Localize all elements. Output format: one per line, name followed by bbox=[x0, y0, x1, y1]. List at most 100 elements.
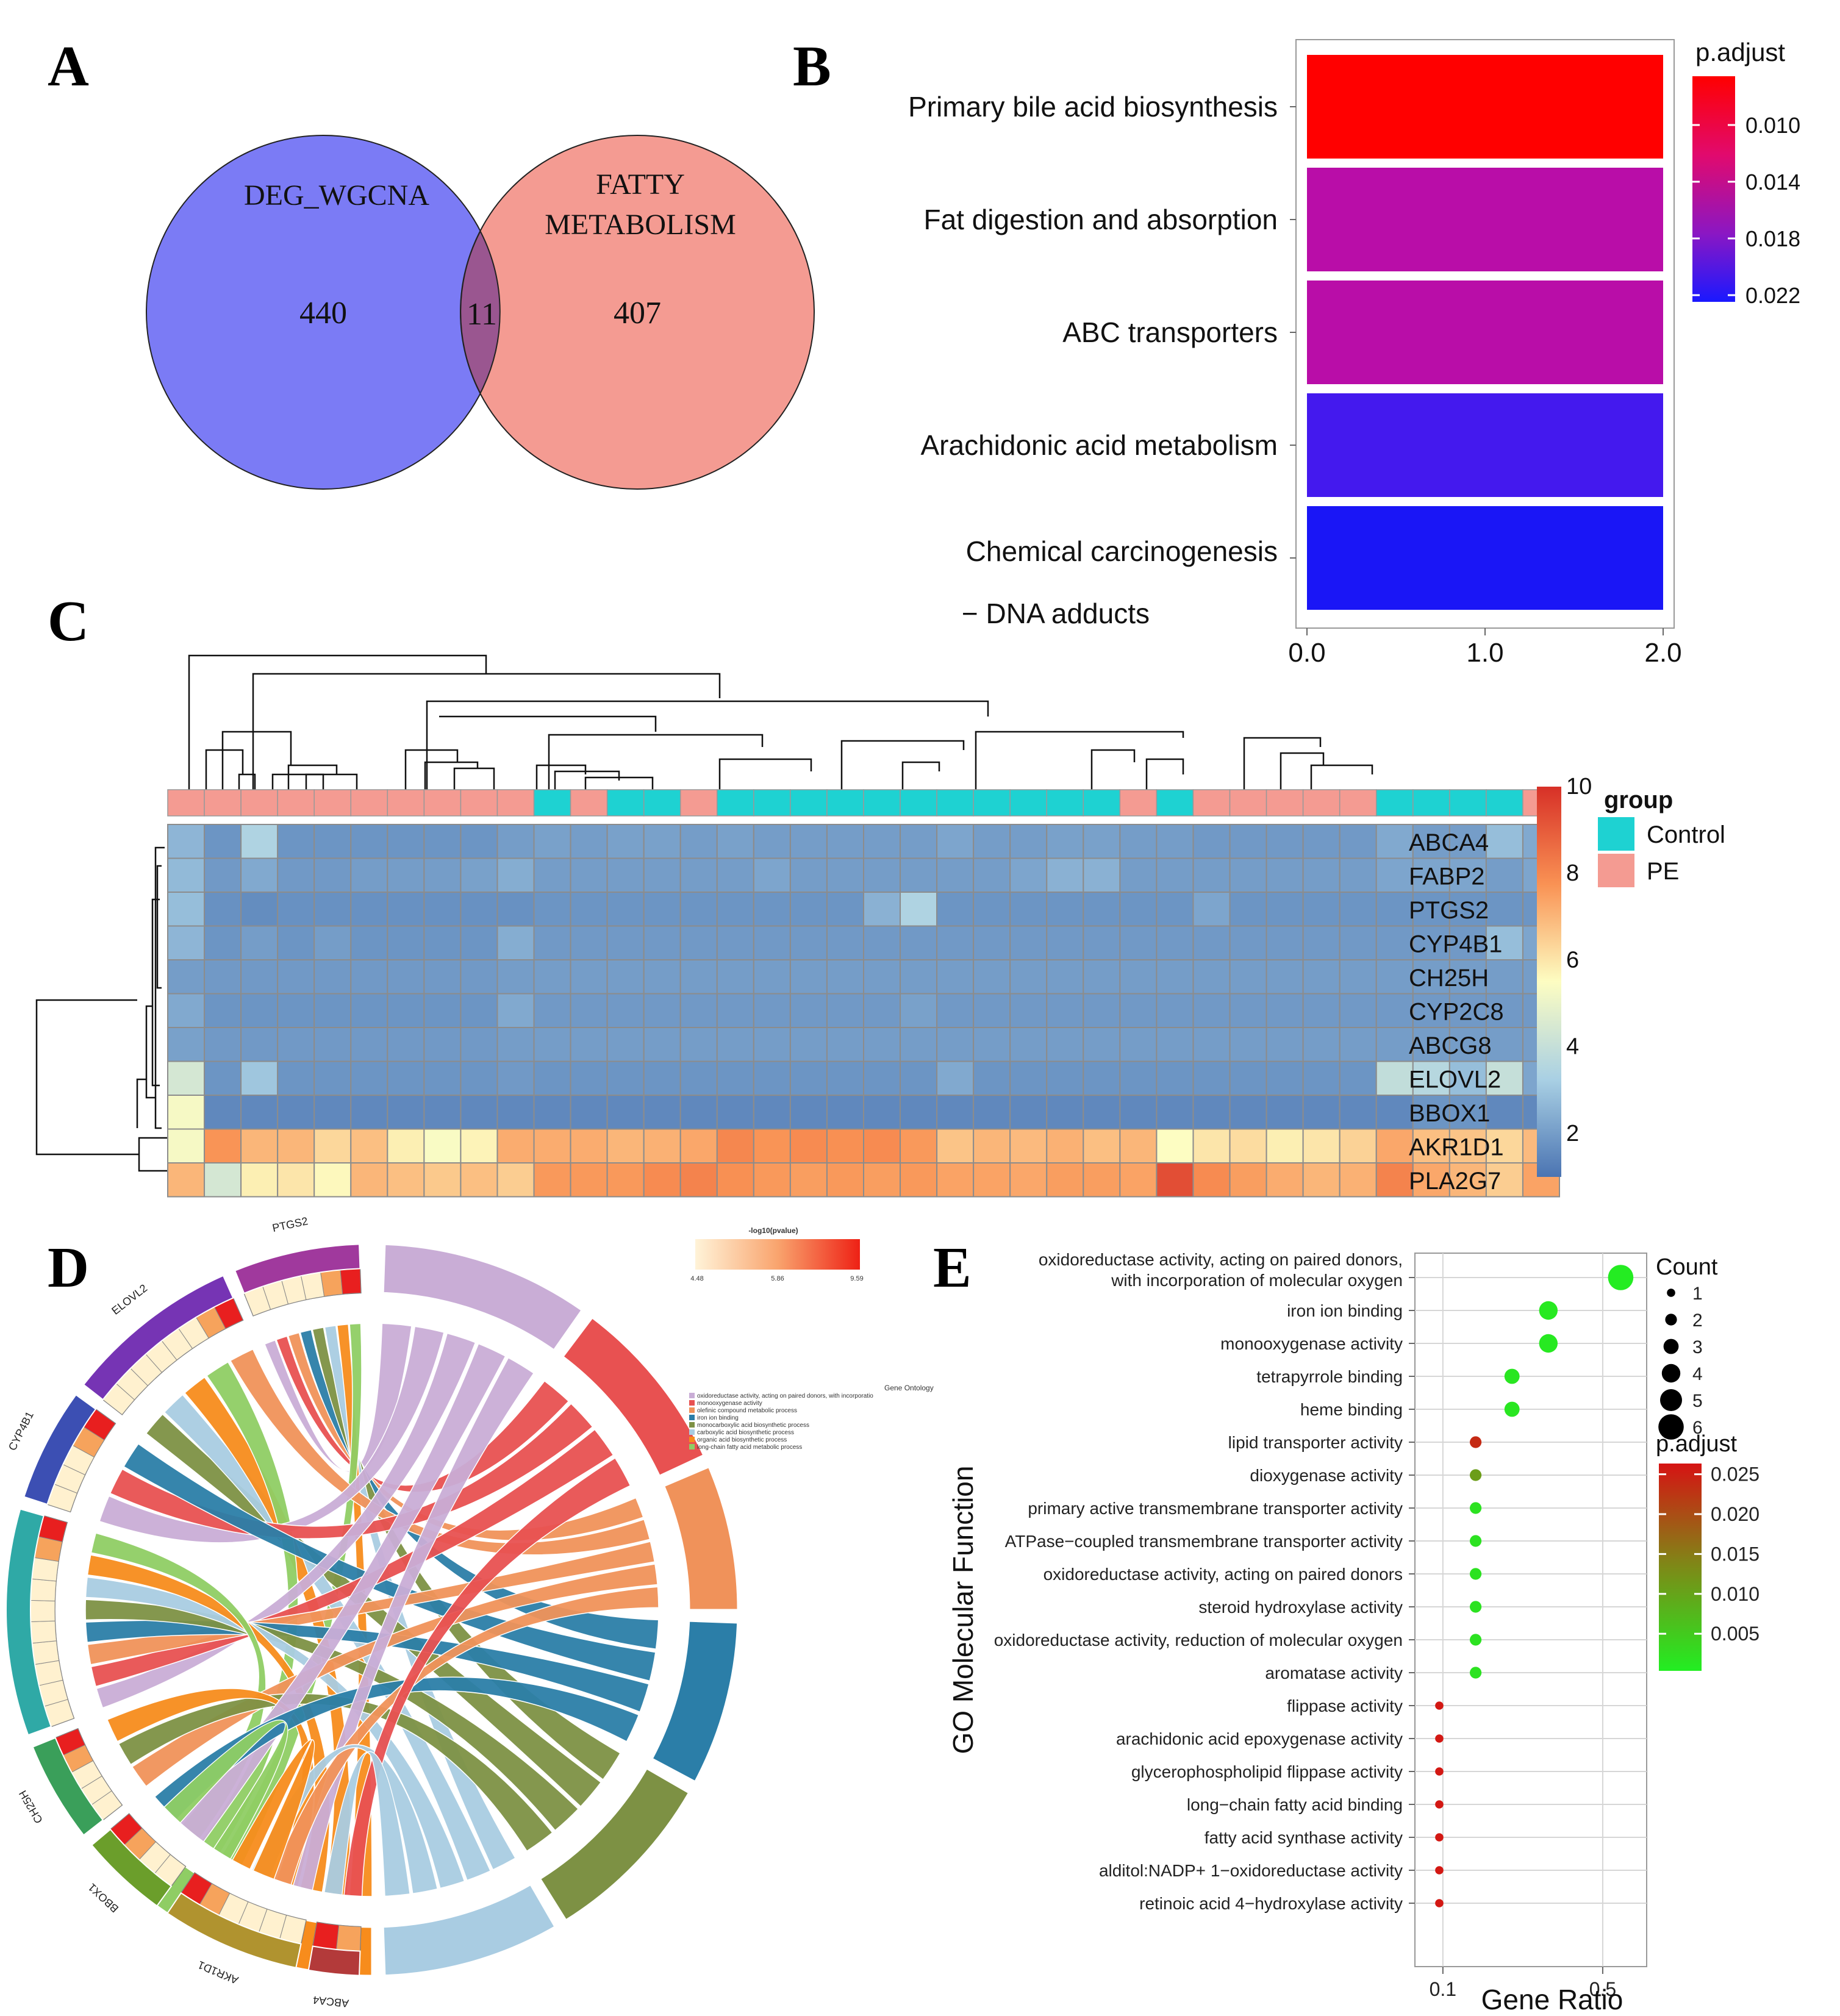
heatmap-cell bbox=[716, 857, 754, 893]
heatmap-cell bbox=[789, 857, 828, 893]
heatmap-cell bbox=[863, 1128, 901, 1163]
heatmap-cell bbox=[789, 959, 828, 995]
heatmap-cell bbox=[1156, 857, 1194, 893]
heatmap-cell bbox=[900, 1095, 938, 1130]
heatmap-cell bbox=[606, 824, 645, 859]
heatmap-cell bbox=[936, 959, 975, 995]
heatmap-cell bbox=[496, 857, 535, 893]
go-legend-swatch-3 bbox=[689, 1415, 695, 1420]
column-dendrogram bbox=[188, 654, 1373, 790]
legend-tick-label-1: 0.014 bbox=[1745, 170, 1800, 195]
count-legend-dot-5 bbox=[1660, 1389, 1682, 1411]
heatmap-cell bbox=[1485, 892, 1523, 927]
heatmap-cell bbox=[1083, 1027, 1121, 1062]
go-legend-swatch-4 bbox=[689, 1422, 695, 1428]
gene-pvalue-cell bbox=[320, 1269, 343, 1297]
heatmap-cell bbox=[1156, 1027, 1194, 1062]
go-legend-swatch-2 bbox=[689, 1407, 695, 1413]
heatmap-cell bbox=[643, 824, 681, 859]
heatmap-cell bbox=[350, 1095, 388, 1130]
heatmap-cell bbox=[387, 824, 425, 859]
venn-diagram: DEG_WGCNA FATTY METABOLISM 440 11 407 bbox=[146, 135, 815, 490]
group-legend-title: group bbox=[1604, 787, 1673, 813]
heatmap-cell bbox=[789, 993, 828, 1028]
heatmap-cell bbox=[936, 857, 975, 893]
group-annotation-cell bbox=[790, 789, 828, 817]
heatmap-cell bbox=[826, 1128, 865, 1163]
heatmap-cell bbox=[240, 993, 279, 1028]
group-annotation-cell bbox=[1009, 789, 1048, 817]
heatmap-cell bbox=[1083, 993, 1121, 1028]
heatmap-cell bbox=[1156, 925, 1194, 960]
heatmap-cell bbox=[789, 1095, 828, 1130]
heatmap-cell bbox=[277, 1027, 315, 1062]
heatmap-cell bbox=[1485, 925, 1523, 960]
heatmap-cell bbox=[643, 993, 681, 1028]
heatmap-cell bbox=[1083, 959, 1121, 995]
category-label-4: Chemical carcinogenesis bbox=[966, 535, 1278, 567]
heatmap-cell bbox=[204, 1060, 242, 1096]
gene-arc-cyp4b1 bbox=[23, 1393, 97, 1506]
heatmap-cell bbox=[716, 1027, 754, 1062]
group-annotation-cell bbox=[1192, 789, 1231, 817]
heatmap-cell bbox=[496, 1162, 535, 1198]
dot-0 bbox=[1608, 1265, 1634, 1290]
group-annotation-cell bbox=[1449, 789, 1487, 817]
heatmap-cell bbox=[753, 892, 791, 927]
count-legend-dot-1 bbox=[1667, 1289, 1675, 1297]
heatmap-cell bbox=[1412, 925, 1450, 960]
heatmap-cell bbox=[533, 824, 571, 859]
heatmap-cell bbox=[716, 1060, 754, 1096]
gene-label-elovl2: ELOVL2 bbox=[109, 1282, 149, 1317]
heatmap-cell bbox=[643, 1027, 681, 1062]
count-legend-dot-6 bbox=[1658, 1414, 1684, 1440]
group-annotation-cell bbox=[533, 789, 571, 817]
group-annotation-cell bbox=[753, 789, 791, 817]
heatmap-cell bbox=[1229, 892, 1267, 927]
panel-letter-d: D bbox=[48, 1236, 89, 1299]
heatmap-cell bbox=[570, 959, 608, 995]
heatmap-cell bbox=[387, 857, 425, 893]
scale-tick-label-6: 6 bbox=[1566, 947, 1579, 973]
dot-4 bbox=[1504, 1401, 1520, 1417]
chord-ribbon bbox=[343, 1457, 631, 1897]
heatmap-cell bbox=[313, 1060, 352, 1096]
heatmap-cell bbox=[679, 1095, 718, 1130]
heatmap-cell bbox=[570, 993, 608, 1028]
gene-pvalue-cell bbox=[312, 1921, 340, 1950]
heatmap-cell bbox=[533, 1095, 571, 1130]
heatmap-cell bbox=[277, 1060, 315, 1096]
heatmap-cell bbox=[496, 959, 535, 995]
x-tick-label-1: 1.0 bbox=[1466, 638, 1503, 668]
gene-label-elovl2: ELOVL2 bbox=[1409, 1066, 1501, 1093]
dot-10 bbox=[1469, 1601, 1482, 1613]
heatmap-cell bbox=[753, 1027, 791, 1062]
count-legend-dot-3 bbox=[1663, 1339, 1679, 1354]
heatmap-cell bbox=[1229, 1095, 1267, 1130]
heatmap-cell bbox=[313, 1128, 352, 1163]
group-annotation-cell bbox=[973, 789, 1011, 817]
term-label-11: oxidoreductase activity, reduction of mo… bbox=[994, 1631, 1403, 1650]
heatmap-cell bbox=[460, 892, 498, 927]
category-label-0: Primary bile acid biosynthesis bbox=[908, 91, 1278, 123]
heatmap-cell bbox=[533, 1162, 571, 1198]
heatmap-cell bbox=[460, 857, 498, 893]
heatmap-cell bbox=[533, 959, 571, 995]
heatmap-cell bbox=[679, 959, 718, 995]
heatmap-cell bbox=[973, 959, 1011, 995]
term-label-3: tetrapyrrole binding bbox=[1256, 1367, 1403, 1386]
heatmap-cell bbox=[1339, 959, 1377, 995]
heatmap-cell bbox=[606, 993, 645, 1028]
heatmap-cell bbox=[973, 1060, 1011, 1096]
x-tick-label-1: 0.5 bbox=[1589, 1978, 1616, 2000]
heatmap-cell bbox=[826, 1060, 865, 1096]
heatmap-cell bbox=[1485, 1095, 1523, 1130]
heatmap-cell bbox=[753, 857, 791, 893]
heatmap-cell bbox=[240, 892, 279, 927]
heatmap-cell bbox=[1448, 892, 1487, 927]
gene-label-abca4: ABCA4 bbox=[312, 1993, 349, 2009]
heatmap-cell bbox=[1046, 959, 1084, 995]
go-legend-label-7: long-chain fatty acid metabolic process bbox=[697, 1444, 802, 1451]
group-annotation-cell bbox=[387, 789, 425, 817]
group-annotation-cell bbox=[496, 789, 535, 817]
